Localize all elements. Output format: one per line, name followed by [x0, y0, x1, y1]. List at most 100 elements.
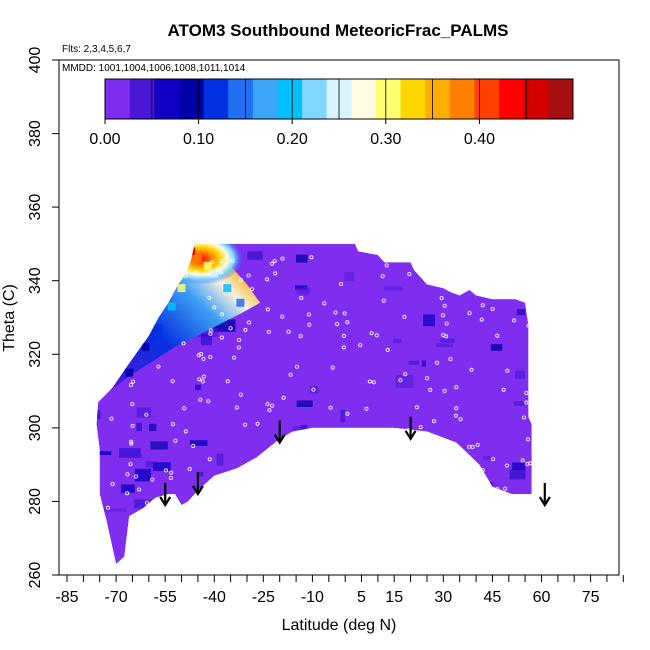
band-point	[177, 284, 186, 293]
sample-point	[320, 469, 325, 474]
data-region-fill	[96, 243, 532, 564]
sample-point	[347, 501, 352, 506]
sample-point	[358, 343, 363, 348]
texture-cell	[190, 440, 208, 446]
sample-point	[206, 399, 211, 404]
sample-point	[470, 444, 475, 449]
texture-cell	[132, 560, 152, 564]
sample-point	[265, 402, 270, 407]
sample-point	[225, 379, 230, 384]
sample-point	[450, 526, 455, 531]
sample-point	[403, 372, 408, 377]
sample-point	[454, 406, 459, 411]
texture-cell	[133, 514, 142, 522]
sample-point	[130, 379, 135, 384]
sample-point	[452, 473, 457, 478]
texture-cell	[486, 482, 494, 493]
texture-cell	[514, 401, 526, 406]
sample-point	[503, 486, 508, 491]
sample-point	[246, 320, 251, 325]
sample-point	[236, 337, 241, 342]
sample-point	[243, 422, 248, 427]
dates-label: MMDD: 1001,1004,1006,1008,1011,1014	[62, 63, 246, 74]
sample-point	[311, 541, 316, 546]
sample-point	[236, 345, 241, 350]
band-point	[141, 342, 150, 351]
x-tick-label: 45	[484, 589, 502, 606]
x-axis-label: Latitude (deg N)	[282, 617, 397, 634]
down-arrow	[273, 420, 286, 445]
sample-point	[424, 376, 429, 381]
sample-point	[471, 258, 476, 263]
sample-point	[191, 443, 196, 448]
colorbar-tick-label: 0.20	[277, 131, 308, 148]
sample-point	[477, 502, 482, 507]
sample-point	[384, 263, 389, 268]
sample-point	[163, 468, 168, 473]
texture-cell	[370, 447, 392, 457]
sample-point	[179, 519, 184, 524]
sample-point	[133, 282, 138, 287]
sample-point	[280, 256, 285, 261]
sample-point	[518, 495, 523, 500]
texture-cell	[440, 338, 455, 343]
texture-cell	[411, 464, 425, 472]
sample-point	[444, 321, 449, 326]
sample-point	[294, 364, 299, 369]
sample-point	[347, 470, 352, 475]
sample-point	[454, 470, 459, 475]
band-point	[125, 368, 134, 377]
sample-point	[269, 261, 274, 266]
sample-point	[348, 447, 353, 452]
sample-point	[187, 466, 192, 471]
sample-point	[106, 505, 111, 510]
texture-cell	[134, 468, 151, 482]
sample-point	[193, 551, 198, 556]
sample-point	[293, 471, 298, 476]
colorbar-cell	[449, 79, 475, 119]
texture-cell	[427, 500, 445, 509]
sample-point	[414, 405, 419, 410]
texture-cell	[408, 360, 419, 365]
sample-point	[442, 303, 447, 308]
sample-point	[345, 530, 350, 535]
colorbar-tick-label: 0.40	[464, 131, 495, 148]
sample-point	[272, 259, 277, 264]
sample-point	[198, 397, 203, 402]
sample-point	[332, 527, 337, 532]
sample-point	[496, 283, 501, 288]
sample-point	[435, 360, 440, 365]
texture-cell	[98, 250, 107, 257]
sample-point	[454, 385, 459, 390]
texture-cell	[309, 386, 319, 394]
sample-point	[156, 364, 161, 369]
texture-cell	[121, 484, 135, 493]
sample-point	[435, 493, 440, 498]
y-tick-label: 400	[27, 47, 44, 74]
texture-cell	[130, 283, 142, 289]
sample-point	[491, 456, 496, 461]
sample-point	[417, 447, 422, 452]
sample-point	[215, 266, 220, 271]
colorbar-cell	[523, 79, 549, 119]
sample-point	[238, 278, 243, 283]
sample-point	[356, 544, 361, 549]
sample-point	[212, 305, 217, 310]
colorbar-frame	[104, 78, 574, 120]
sample-point	[137, 297, 142, 302]
band-point	[203, 262, 212, 270]
colorbar-cell	[548, 79, 574, 119]
data-region	[96, 243, 532, 564]
colorbar-cell	[499, 79, 525, 119]
texture-cell	[439, 271, 461, 281]
texture-cell	[246, 492, 260, 498]
sample-point	[267, 408, 272, 413]
sample-point	[474, 272, 479, 277]
texture-cell	[483, 456, 492, 460]
sample-point	[134, 474, 139, 479]
down-arrow	[404, 416, 417, 441]
sample-point	[270, 403, 275, 408]
sample-point	[341, 345, 346, 350]
sample-point	[144, 412, 149, 417]
texture-cell	[391, 513, 405, 520]
